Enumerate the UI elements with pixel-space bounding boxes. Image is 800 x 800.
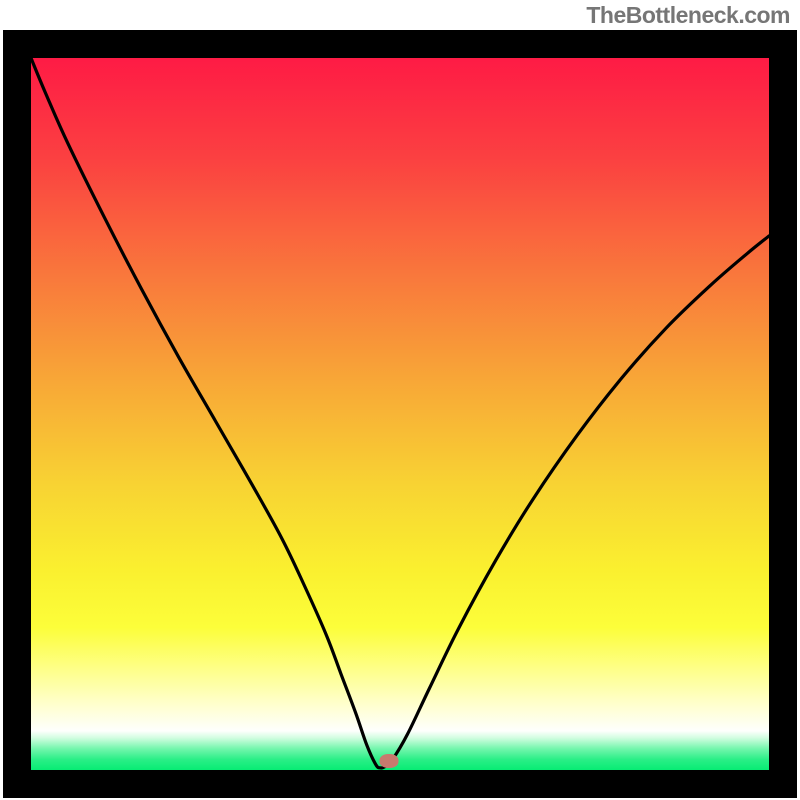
plot-area	[31, 58, 769, 770]
chart-container: TheBottleneck.com	[0, 0, 800, 800]
watermark-text: TheBottleneck.com	[586, 2, 790, 29]
bottleneck-curve	[31, 58, 769, 770]
optimum-marker	[379, 754, 398, 768]
